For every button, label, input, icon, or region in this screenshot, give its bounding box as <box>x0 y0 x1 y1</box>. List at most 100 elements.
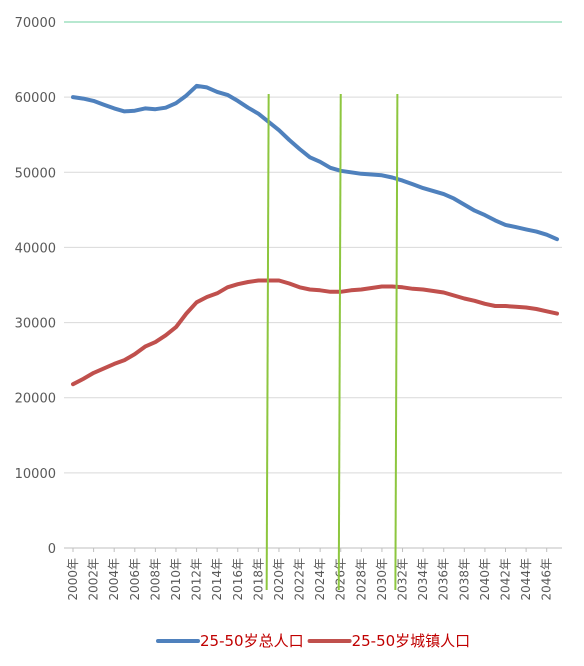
data-point <box>308 156 312 159</box>
data-point <box>555 237 559 241</box>
x-tick-label: 2044年 <box>519 558 533 601</box>
data-point <box>236 283 239 286</box>
gridlines <box>64 21 562 549</box>
x-tick-label: 2026年 <box>334 558 348 601</box>
data-point <box>555 312 559 315</box>
data-point <box>257 279 260 282</box>
data-point <box>92 99 95 103</box>
series-line-1 <box>71 278 559 387</box>
x-tick-label: 2038年 <box>457 558 471 601</box>
legend-label-0: 25-50岁总人口 <box>200 632 304 650</box>
data-point <box>246 106 250 109</box>
data-point <box>133 109 136 112</box>
data-point <box>133 352 136 356</box>
data-point <box>288 282 291 285</box>
data-point <box>380 174 384 177</box>
data-point <box>112 362 116 366</box>
data-point <box>442 291 445 294</box>
data-point <box>164 334 167 337</box>
data-point <box>195 301 198 304</box>
x-tick-label: 2018年 <box>251 558 265 601</box>
data-point <box>257 112 260 115</box>
y-tick-label-10000: 10000 <box>15 467 56 482</box>
data-point <box>174 325 178 329</box>
data-point <box>277 129 281 132</box>
data-point <box>236 99 239 103</box>
x-tick-label: 2046年 <box>540 558 554 601</box>
data-point <box>535 230 538 233</box>
data-point <box>494 304 497 308</box>
data-point <box>226 93 229 97</box>
data-point <box>298 286 301 289</box>
data-point <box>370 286 373 290</box>
data-point <box>174 101 178 105</box>
data-point <box>360 172 363 175</box>
data-point <box>411 183 415 186</box>
data-point <box>298 147 301 151</box>
data-point <box>82 377 85 381</box>
y-tick-label-70000: 70000 <box>15 16 56 31</box>
data-point <box>380 285 384 288</box>
data-point <box>452 294 456 297</box>
x-tick-label: 2020年 <box>272 558 286 601</box>
data-point <box>349 289 353 292</box>
data-point <box>226 286 229 289</box>
data-point <box>401 179 404 182</box>
x-tick-label: 2012年 <box>190 558 204 601</box>
data-point <box>463 297 466 300</box>
data-point <box>411 287 415 290</box>
x-tick-label: 2004年 <box>107 558 121 601</box>
data-point <box>82 97 85 100</box>
data-point <box>246 280 250 284</box>
data-point <box>205 295 209 299</box>
x-tick-label: 2032年 <box>396 558 410 601</box>
data-point <box>401 286 404 289</box>
data-point <box>123 358 126 362</box>
x-axis-ticks: 2000年 2002年 2004年 2006年 2008年 2010年 2012年 2014年… <box>66 548 554 601</box>
x-tick-label: 2000年 <box>66 558 80 601</box>
data-point <box>112 107 116 110</box>
vertical-marker-1 <box>337 93 342 591</box>
vertical-marker-2 <box>394 93 399 591</box>
data-point <box>308 288 312 291</box>
data-point <box>504 304 507 308</box>
vertical-marker-0 <box>265 93 270 591</box>
data-point <box>215 292 219 295</box>
legend: 25-50岁总人口 25-50岁城镇人口 <box>156 632 471 650</box>
x-tick-label: 2022年 <box>293 558 307 601</box>
data-point <box>102 103 106 106</box>
data-point <box>473 209 476 212</box>
data-point <box>185 94 188 97</box>
data-point <box>421 288 425 291</box>
data-point <box>154 340 157 344</box>
data-point <box>473 299 476 302</box>
data-point <box>154 107 157 111</box>
legend-label-1: 25-50岁城镇人口 <box>352 632 471 650</box>
data-point <box>483 213 487 217</box>
data-point <box>452 197 456 200</box>
data-point <box>164 106 167 109</box>
data-point <box>545 233 548 236</box>
data-point <box>463 203 466 206</box>
x-tick-label: 2034年 <box>416 558 430 601</box>
x-tick-label: 2040年 <box>478 558 492 601</box>
x-tick-label: 2010年 <box>169 558 183 601</box>
data-point <box>545 310 548 313</box>
data-point <box>185 312 188 315</box>
data-point <box>535 307 538 311</box>
data-point <box>391 285 394 288</box>
data-point <box>102 367 106 370</box>
data-point <box>483 302 487 305</box>
data-point <box>195 84 198 88</box>
x-tick-label: 2008年 <box>148 558 162 601</box>
data-point <box>71 382 75 386</box>
y-tick-label-60000: 60000 <box>15 91 56 106</box>
data-point <box>143 107 147 110</box>
data-point <box>318 160 322 163</box>
y-tick-label-30000: 30000 <box>15 317 56 332</box>
data-point <box>391 176 394 179</box>
data-point <box>360 288 363 291</box>
series-lines <box>71 83 559 387</box>
x-tick-label: 2024年 <box>313 558 327 601</box>
x-tick-label: 2016年 <box>231 558 245 601</box>
